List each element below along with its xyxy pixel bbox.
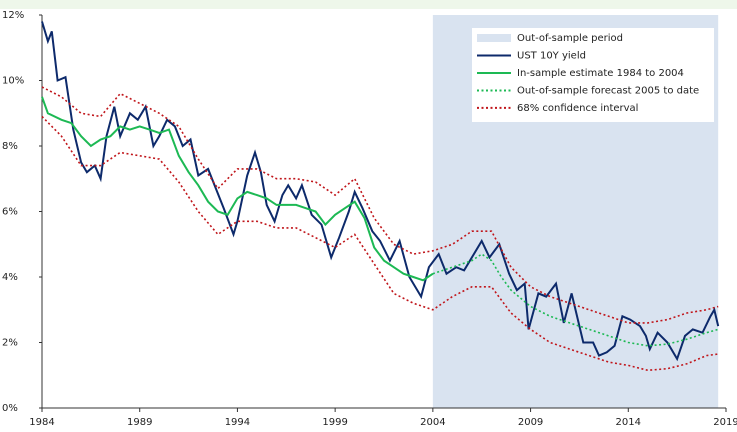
legend-label: Out-of-sample forecast 2005 to date: [517, 85, 699, 96]
x-tick-label: 1999: [322, 417, 347, 428]
series-line: [41, 21, 720, 362]
y-tick-label: 2%: [2, 338, 18, 349]
y-tick-label: 4%: [2, 272, 18, 283]
y-tick-label: 0%: [2, 403, 18, 414]
legend-swatch: [477, 34, 511, 42]
x-tick-label: 1984: [29, 417, 54, 428]
x-tick-label: 2009: [518, 417, 543, 428]
y-tick-label: 8%: [2, 141, 18, 152]
legend-label: In-sample estimate 1984 to 2004: [517, 68, 684, 79]
x-tick-label: 1994: [225, 417, 250, 428]
series-line: [41, 96, 434, 282]
x-tick-label: 2019: [713, 417, 737, 428]
x-tick-label: 1989: [127, 417, 152, 428]
top-band: [0, 0, 737, 9]
y-tick-label: 12%: [2, 10, 24, 21]
legend-box: [472, 28, 714, 122]
series-line: [432, 253, 719, 347]
series-line: [41, 86, 719, 324]
x-tick-label: 2004: [420, 417, 445, 428]
series-line: [41, 115, 719, 372]
y-tick-label: 10%: [2, 76, 24, 87]
legend-label: 68% confidence interval: [517, 103, 638, 114]
x-tick-label: 2014: [616, 417, 641, 428]
legend-label: UST 10Y yield: [517, 50, 586, 61]
legend-label: Out-of-sample period: [517, 33, 623, 44]
y-tick-label: 6%: [2, 207, 18, 218]
